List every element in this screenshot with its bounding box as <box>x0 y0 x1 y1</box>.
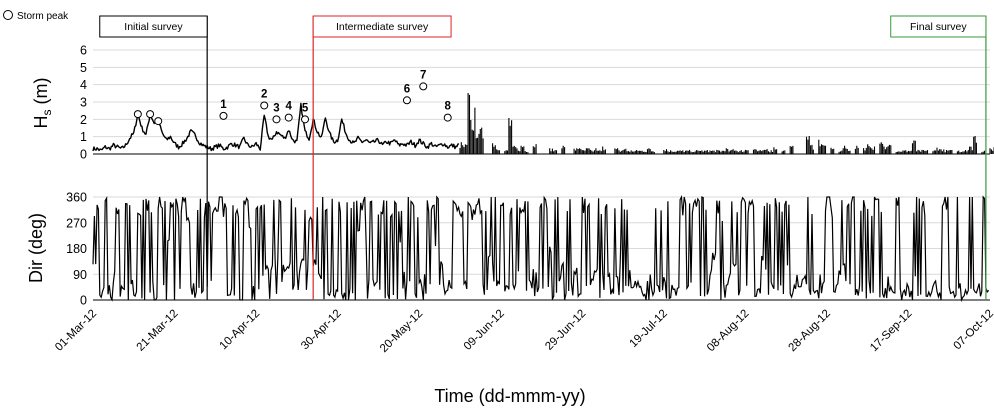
hs-line <box>92 102 460 152</box>
dir-y-tick-label: 360 <box>66 191 87 205</box>
dir-panel: 0 90 180 270 360 Dir (deg) <box>26 191 990 308</box>
x-tick-label: 29-Jun-12 <box>543 308 588 353</box>
storm-peak-marker <box>419 82 428 91</box>
storm-peak-label: 6 <box>404 83 410 95</box>
survey-markers: Initial survey Intermediate survey Final s… <box>99 15 987 300</box>
hs-y-tick-label: 2 <box>80 113 87 127</box>
hs-y-tick-label: 5 <box>80 61 87 75</box>
storm-peak-label: 8 <box>445 101 452 113</box>
hs-y-tick-label: 6 <box>80 44 87 58</box>
survey-label-box <box>890 15 987 38</box>
hs-y-tick-label: 0 <box>80 148 87 162</box>
storm-peak-label: 4 <box>286 101 293 113</box>
hs-gridlines <box>93 49 990 155</box>
storm-peaks: 1 23 4 5 67 8 <box>133 69 452 126</box>
dir-y-tick-label: 180 <box>66 242 87 256</box>
survey-label: Intermediate survey <box>336 21 429 33</box>
hs-y-tick-labels: 0 1 2 3 4 5 6 <box>80 44 87 162</box>
x-tick-label: 10-Apr-12 <box>218 308 263 353</box>
storm-peak-marker <box>154 117 163 126</box>
dir-series <box>92 194 990 303</box>
x-tick-label: 09-Jun-12 <box>462 308 507 353</box>
storm-peak-marker <box>272 115 281 124</box>
dir-y-axis-title: Dir (deg) <box>26 213 46 283</box>
x-tick-label: 01-Mar-12 <box>53 308 99 354</box>
x-tick-label: 30-Apr-12 <box>299 308 344 353</box>
x-tick-labels: 01-Mar-12 21-Mar-12 10-Apr-12 30-Apr-12 20-M… <box>53 308 994 355</box>
storm-peak-marker <box>260 101 269 110</box>
dir-y-tick-label: 90 <box>73 268 87 282</box>
storm-peak-marker <box>133 110 142 119</box>
storm-peak-marker <box>402 96 411 105</box>
storm-peak-marker <box>284 113 293 122</box>
survey-label: Initial survey <box>124 21 183 33</box>
chart-legend: Storm peak <box>3 10 69 22</box>
x-tick-label: 08-Aug-12 <box>705 308 751 354</box>
hs-y-tick-label: 4 <box>80 78 87 92</box>
dir-y-tick-label: 0 <box>80 294 87 308</box>
legend-storm-peak-label: Storm peak <box>17 11 69 22</box>
hs-spikes <box>459 93 994 154</box>
survey-label-box <box>99 15 208 38</box>
hs-y-tick-label: 1 <box>80 130 87 144</box>
storm-peak-marker <box>146 110 155 119</box>
storm-peak-label: 3 <box>273 102 279 114</box>
dir-y-tick-labels: 0 90 180 270 360 <box>66 191 87 308</box>
storm-peak-label: 1 <box>220 99 227 111</box>
x-axis-title: Time (dd-mmm-yy) <box>434 386 585 406</box>
survey-label-box <box>312 15 452 38</box>
storm-peak-label: 2 <box>261 88 267 100</box>
hs-y-axis-title: Hs (m) <box>31 78 54 129</box>
storm-peak-label: 5 <box>302 102 309 114</box>
storm-peak-marker <box>219 111 228 120</box>
hs-series <box>92 93 994 154</box>
x-tick-label: 28-Aug-12 <box>787 308 833 354</box>
x-tick-label: 17-Sep-12 <box>868 308 914 354</box>
storm-peak-marker <box>443 113 452 122</box>
survey-label: Final survey <box>910 21 967 33</box>
storm-peak-legend-marker <box>3 10 13 20</box>
dir-line <box>92 194 990 303</box>
x-tick-label: 19-Jul-12 <box>628 308 670 350</box>
storm-peak-label: 7 <box>420 69 426 81</box>
storm-peak-marker <box>301 115 310 124</box>
hs-y-tick-label: 3 <box>80 96 87 110</box>
x-tick-label: 20-May-12 <box>378 308 425 355</box>
x-tick-label: 07-Oct-12 <box>951 308 994 353</box>
x-tick-label: 21-Mar-12 <box>135 308 181 354</box>
dir-y-tick-label: 270 <box>66 216 87 230</box>
